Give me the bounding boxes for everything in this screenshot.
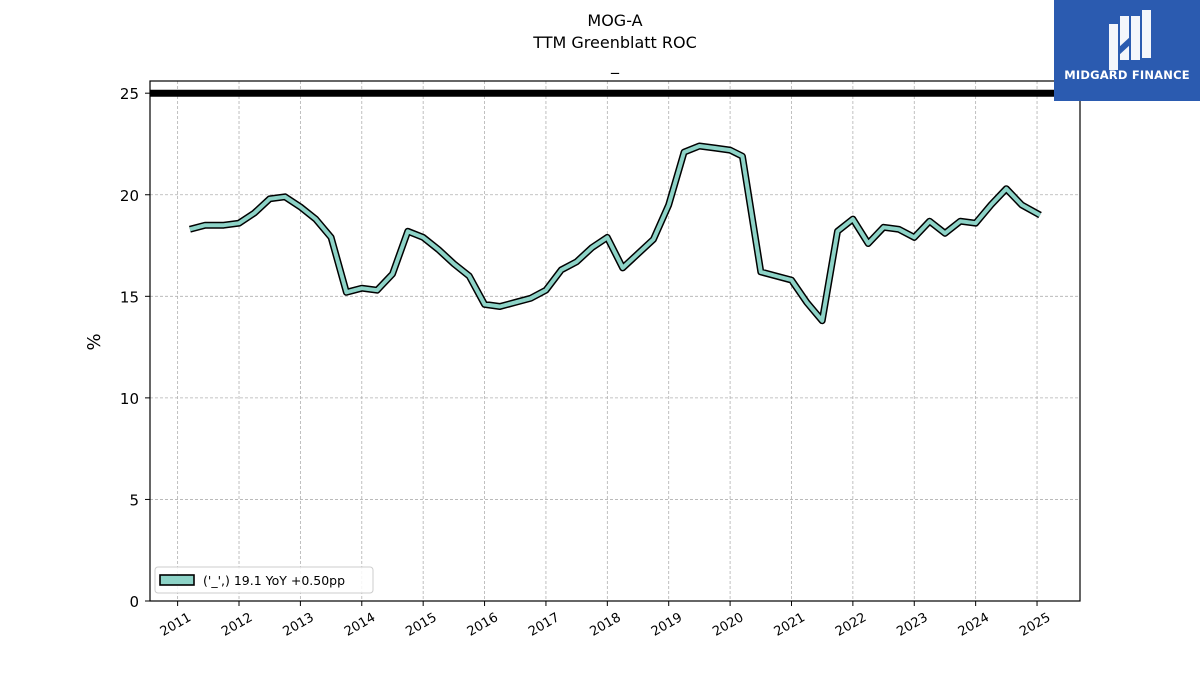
chart-subtitle: TTM Greenblatt ROC: [532, 33, 697, 52]
y-axis-label: %: [84, 333, 105, 350]
chart-title: MOG-A: [587, 11, 642, 30]
x-tick-label: 2023: [894, 610, 930, 640]
x-tick-label: 2011: [158, 610, 194, 640]
legend-swatch: [159, 574, 195, 586]
y-tick-label: 25: [120, 85, 139, 103]
series-line-outline: [188, 142, 1042, 325]
x-tick-label: 2012: [219, 610, 255, 640]
y-tick-label: 0: [129, 593, 139, 611]
y-tick-label: 20: [120, 187, 139, 205]
logo-text: MIDGARD FINANCE: [1064, 68, 1190, 82]
chart-subtitle-underscore: _: [610, 55, 620, 75]
x-tick-label: 2014: [342, 610, 378, 640]
x-tick-label: 2020: [710, 610, 746, 640]
x-tick-label: 2016: [465, 610, 501, 640]
midgard-finance-logo: MIDGARD FINANCE: [1054, 0, 1200, 101]
x-tick-label: 2019: [649, 610, 685, 640]
legend-box: [154, 566, 374, 594]
x-tick-label: 2015: [403, 610, 439, 640]
legend: ('_',) 19.1 YoY +0.50pp: [154, 566, 374, 594]
x-tick-label: 2022: [833, 610, 869, 640]
y-tick-label: 5: [129, 491, 139, 509]
y-tick-label: 10: [120, 390, 139, 408]
series-lines: [188, 142, 1042, 325]
x-tick-label: 2017: [526, 610, 562, 640]
y-tick-label: 15: [120, 288, 139, 306]
x-tick-label: 2013: [281, 610, 317, 640]
series-line: [189, 144, 1042, 323]
y-axis-ticks: 0 5 10 15 20 25: [120, 85, 150, 611]
legend-label: ('_',) 19.1 YoY +0.50pp: [203, 573, 345, 588]
x-tick-label: 2021: [772, 610, 808, 640]
x-tick-label: 2025: [1017, 610, 1053, 640]
x-tick-label: 2024: [956, 610, 992, 640]
grid-lines: [150, 81, 1080, 602]
logo-mark-icon: [1109, 10, 1151, 70]
x-tick-label: 2018: [587, 610, 623, 640]
plot-frame: [149, 80, 1081, 602]
x-axis-ticks: 2011 2012 2013 2014 2015 2016 2017 2018 2019 2020…: [158, 601, 1053, 640]
